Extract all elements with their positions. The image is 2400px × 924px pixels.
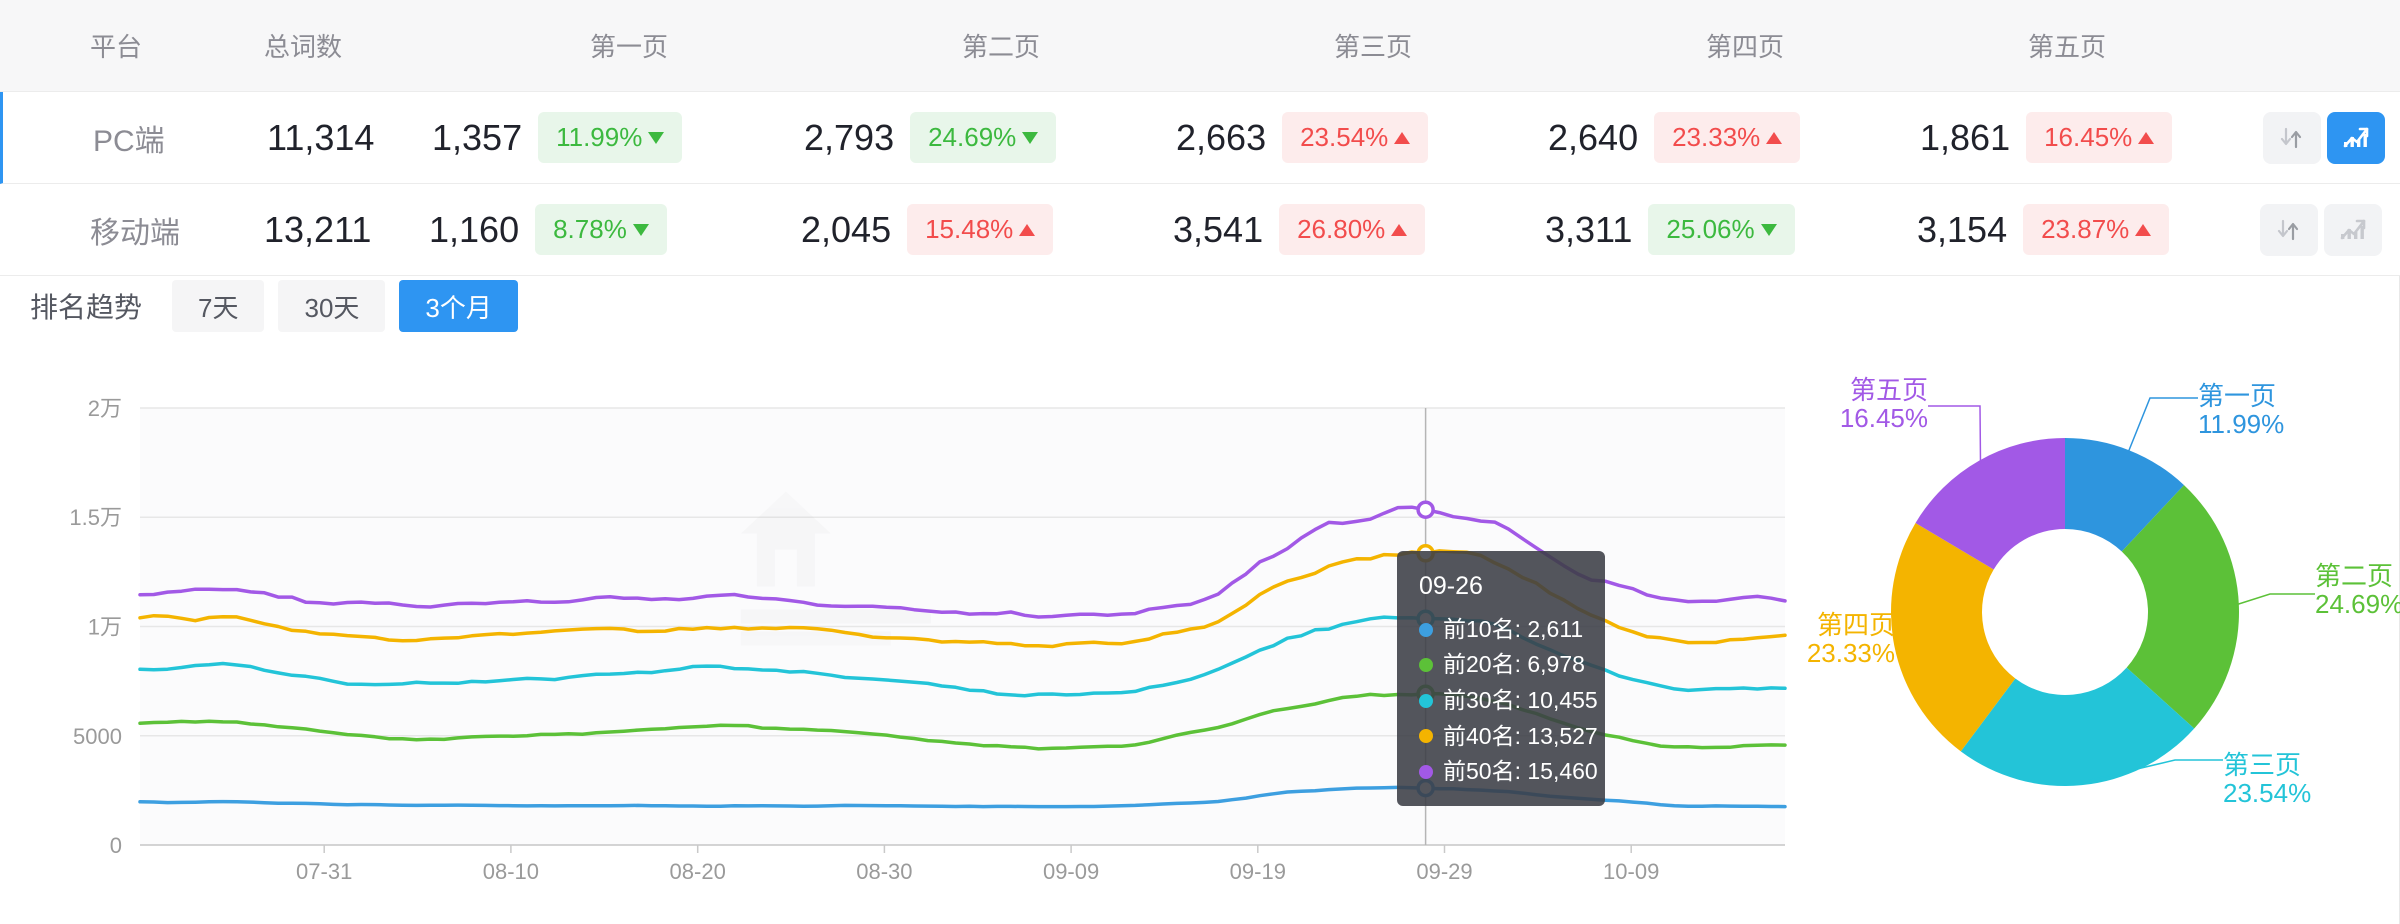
svg-text:09-19: 09-19 (1230, 859, 1286, 884)
svg-text:09-09: 09-09 (1043, 859, 1099, 884)
svg-text:第一页: 第一页 (2198, 381, 2276, 411)
svg-text:1万: 1万 (88, 615, 122, 640)
svg-text:07-31: 07-31 (296, 859, 352, 884)
svg-text:24.69%: 24.69% (2315, 589, 2400, 619)
svg-text:09-29: 09-29 (1416, 859, 1472, 884)
svg-text:2万: 2万 (88, 396, 122, 421)
svg-text:08-10: 08-10 (483, 859, 539, 884)
svg-text:08-20: 08-20 (670, 859, 726, 884)
svg-text:11.99%: 11.99% (2198, 409, 2284, 439)
svg-text:0: 0 (110, 833, 122, 858)
svg-text:10-09: 10-09 (1603, 859, 1659, 884)
svg-text:5000: 5000 (73, 724, 122, 749)
svg-text:08-30: 08-30 (856, 859, 912, 884)
svg-text:1.5万: 1.5万 (69, 505, 122, 530)
svg-text:23.54%: 23.54% (2223, 778, 2311, 808)
svg-text:16.45%: 16.45% (1840, 403, 1928, 433)
svg-text:第五页: 第五页 (1850, 375, 1928, 405)
svg-text:第四页: 第四页 (1817, 610, 1895, 640)
svg-text:第三页: 第三页 (2223, 750, 2301, 780)
svg-text:第二页: 第二页 (2315, 561, 2393, 591)
svg-text:23.33%: 23.33% (1807, 638, 1895, 668)
